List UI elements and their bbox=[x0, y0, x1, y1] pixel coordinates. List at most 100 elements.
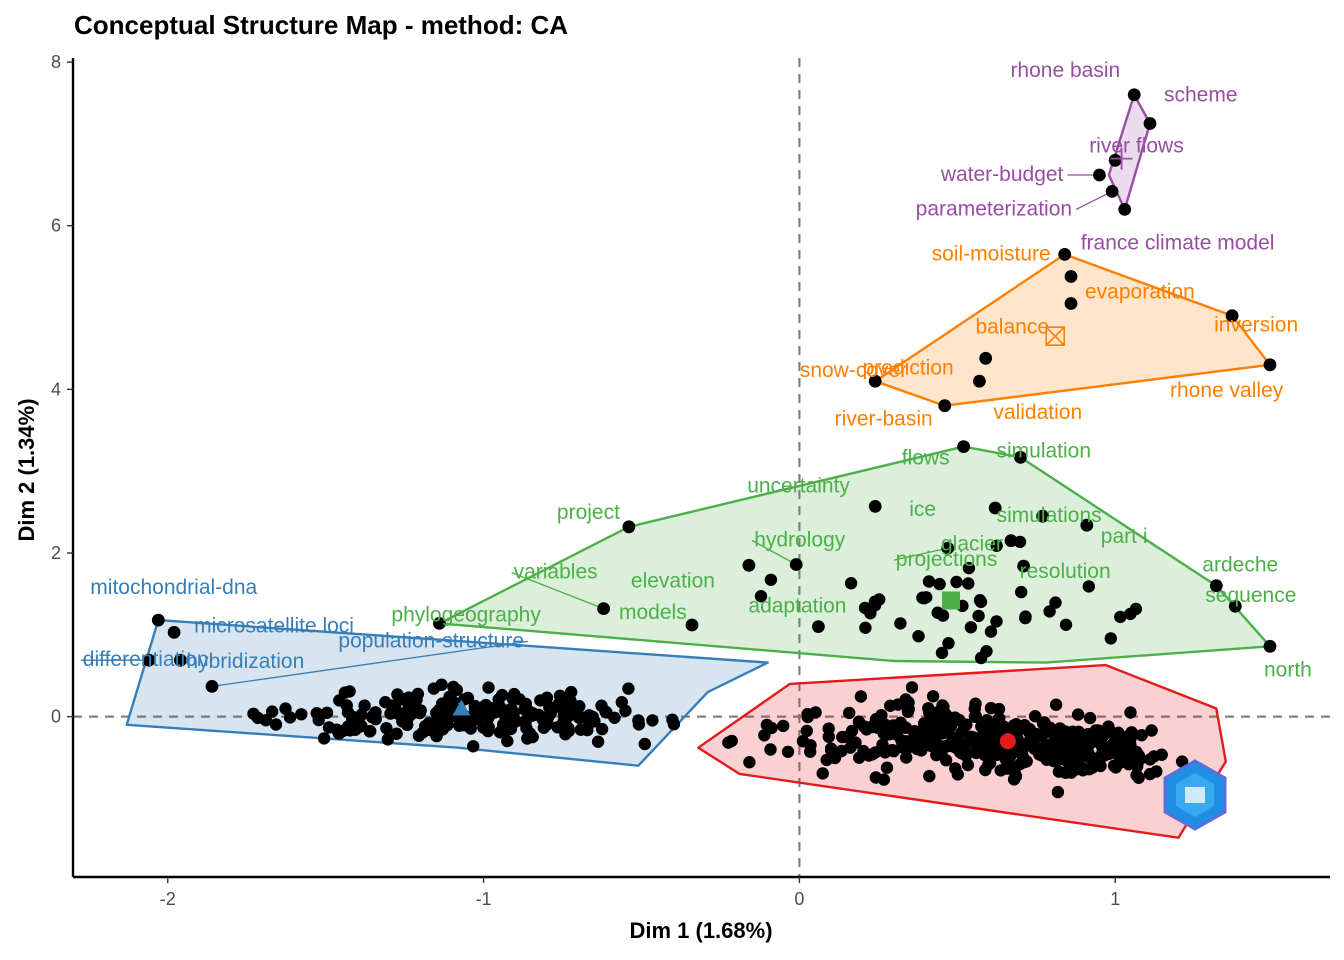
document-point bbox=[380, 722, 393, 735]
word-label: rhone basin bbox=[1010, 59, 1120, 82]
word-point bbox=[1036, 509, 1049, 523]
document-point bbox=[414, 704, 427, 717]
word-point bbox=[979, 351, 993, 365]
word-point bbox=[789, 558, 803, 571]
document-point bbox=[358, 699, 371, 712]
word-point bbox=[1014, 450, 1027, 464]
document-point bbox=[446, 695, 460, 708]
document-point bbox=[1053, 722, 1067, 735]
word-label: project bbox=[557, 501, 620, 524]
document-point bbox=[1071, 708, 1085, 721]
centroid-marker-circle bbox=[999, 733, 1016, 750]
y-tick-label: 0 bbox=[51, 707, 61, 727]
word-point bbox=[1118, 203, 1132, 216]
document-point bbox=[1147, 750, 1161, 763]
document-point bbox=[1076, 764, 1090, 777]
y-tick-label: 6 bbox=[51, 216, 61, 236]
word-point bbox=[1143, 117, 1157, 130]
document-point bbox=[539, 719, 553, 732]
word-point bbox=[1017, 559, 1030, 573]
document-point bbox=[1098, 749, 1111, 762]
word-point bbox=[938, 399, 952, 413]
word-label: part i bbox=[1101, 525, 1148, 548]
document-point bbox=[599, 705, 612, 718]
word-point bbox=[142, 653, 156, 667]
label-leader-lines bbox=[80, 174, 1113, 688]
document-point bbox=[386, 699, 399, 712]
document-point bbox=[895, 740, 909, 754]
word-point bbox=[1080, 518, 1094, 532]
document-point bbox=[1036, 717, 1050, 730]
word-label: adaptation bbox=[748, 595, 846, 618]
document-point bbox=[822, 722, 835, 735]
word-label: snow-cover bbox=[800, 359, 907, 382]
word-point bbox=[1004, 534, 1018, 548]
word-point bbox=[1127, 88, 1141, 102]
word-point bbox=[868, 500, 882, 513]
x-tick-label: -1 bbox=[476, 889, 492, 909]
document-point bbox=[984, 625, 998, 638]
document-point bbox=[983, 737, 997, 751]
word-label: elevation bbox=[631, 569, 715, 592]
document-point bbox=[251, 711, 265, 725]
document-point bbox=[1028, 710, 1042, 723]
document-point bbox=[931, 606, 944, 619]
document-point bbox=[905, 681, 919, 694]
document-point bbox=[1049, 596, 1062, 609]
word-label: projections bbox=[896, 548, 998, 571]
word-label: resolution bbox=[1020, 560, 1111, 583]
document-point bbox=[816, 767, 829, 780]
word-point bbox=[1209, 579, 1223, 593]
word-label: models bbox=[619, 601, 687, 624]
document-point bbox=[1019, 610, 1032, 623]
word-point bbox=[742, 558, 756, 572]
document-point bbox=[926, 690, 940, 703]
document-point bbox=[941, 725, 955, 739]
word-label: scheme bbox=[1164, 84, 1238, 107]
document-point bbox=[397, 707, 410, 720]
document-point bbox=[1014, 757, 1027, 771]
document-point bbox=[1124, 607, 1137, 621]
document-point bbox=[875, 709, 888, 722]
document-point bbox=[526, 730, 539, 744]
document-point bbox=[1109, 761, 1123, 774]
document-point bbox=[1135, 729, 1148, 742]
document-point bbox=[1143, 767, 1157, 781]
word-label: population-structure bbox=[338, 629, 524, 652]
document-point bbox=[295, 708, 308, 721]
word-point bbox=[1225, 309, 1239, 323]
document-point bbox=[412, 729, 426, 742]
document-point bbox=[468, 702, 482, 716]
document-point bbox=[894, 617, 907, 630]
document-point bbox=[340, 699, 353, 712]
document-point bbox=[352, 716, 366, 729]
document-point bbox=[869, 771, 882, 784]
document-point bbox=[310, 707, 323, 720]
document-point bbox=[964, 621, 978, 634]
label-leader-line bbox=[1075, 190, 1113, 210]
document-point bbox=[458, 719, 471, 732]
document-point bbox=[901, 705, 915, 718]
label-leader-line bbox=[511, 571, 604, 610]
document-point bbox=[801, 710, 814, 724]
document-point bbox=[364, 724, 377, 738]
document-point bbox=[959, 746, 972, 759]
document-point bbox=[972, 609, 985, 623]
document-point bbox=[1061, 750, 1074, 763]
word-label: simulations bbox=[997, 504, 1102, 527]
word-label: river flows bbox=[1089, 134, 1184, 157]
document-point bbox=[430, 729, 443, 743]
document-point bbox=[543, 700, 556, 714]
document-point bbox=[442, 705, 455, 718]
document-point bbox=[917, 717, 931, 730]
label-leader-line bbox=[751, 539, 797, 566]
document-point bbox=[1081, 728, 1095, 741]
cluster-hull-orange bbox=[874, 253, 1272, 407]
document-point bbox=[947, 736, 961, 749]
document-point bbox=[754, 590, 768, 603]
document-point bbox=[764, 743, 777, 756]
document-point bbox=[501, 734, 514, 748]
word-label: uncertainty bbox=[747, 474, 850, 497]
document-point bbox=[1048, 747, 1062, 760]
